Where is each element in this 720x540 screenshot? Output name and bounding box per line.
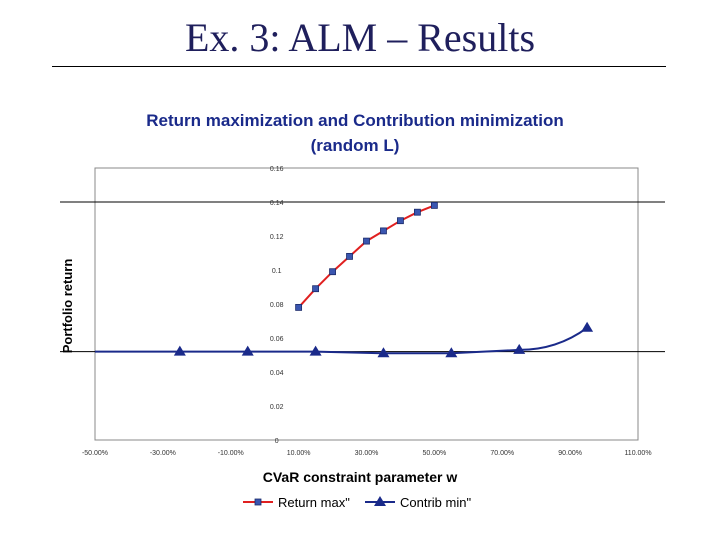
x-tick-label-6: 70.00% — [490, 450, 514, 457]
series-1 — [95, 321, 594, 358]
point-marker-0-3 — [346, 252, 353, 260]
y-tick-label-5: 0.1 — [272, 268, 282, 275]
x-tick-label-0: -50.00% — [82, 450, 108, 457]
x-tick-label-5: 50.00% — [423, 450, 447, 457]
point-marker-1-2 — [309, 345, 322, 356]
chart-title: Return maximization and Contribution min… — [146, 111, 563, 130]
chart-subtitle: (random L) — [311, 136, 400, 155]
title-divider — [52, 66, 666, 67]
x-axis-label: CVaR constraint parameter w — [263, 469, 458, 485]
y-tick-label-2: 0.04 — [270, 370, 284, 377]
x-tick-label-4: 30.00% — [355, 450, 379, 457]
legend-label-1: Contrib min" — [400, 495, 471, 510]
point-marker-1-5 — [513, 343, 526, 354]
point-marker-0-8 — [430, 201, 438, 209]
point-marker-0-1 — [312, 285, 319, 293]
y-tick-label-3: 0.06 — [270, 336, 284, 343]
y-tick-label-8: 0.16 — [270, 166, 284, 173]
x-tick-label-8: 110.00% — [624, 450, 651, 457]
x-tick-label-7: 90.00% — [558, 450, 582, 457]
y-tick-label-4: 0.08 — [270, 302, 284, 309]
series-line-1 — [95, 326, 588, 355]
legend-marker-1 — [374, 496, 386, 506]
y-tick-label-6: 0.12 — [270, 234, 284, 241]
y-tick-label-0: 0 — [275, 438, 279, 445]
y-tick-label-7: 0.14 — [270, 200, 284, 207]
point-marker-1-4 — [445, 347, 458, 358]
point-marker-1-0 — [173, 345, 186, 356]
point-marker-0-0 — [295, 303, 303, 311]
point-marker-1-3 — [377, 347, 390, 358]
legend-marker-0 — [254, 498, 262, 506]
point-marker-0-2 — [329, 268, 336, 276]
point-marker-0-6 — [397, 217, 404, 225]
point-marker-0-7 — [414, 208, 421, 216]
slide-title: Ex. 3: ALM – Results — [184, 15, 536, 60]
point-marker-0-5 — [380, 227, 387, 235]
x-tick-label-1: -30.00% — [150, 450, 176, 457]
y-tick-label-1: 0.02 — [270, 404, 284, 411]
legend: Return max" Contrib min" — [243, 495, 471, 510]
y-axis-label: Portfolio return — [60, 259, 75, 354]
legend-label-0: Return max" — [278, 495, 350, 510]
point-marker-1-6 — [581, 321, 594, 332]
plot-area — [94, 167, 639, 441]
point-marker-1-1 — [241, 345, 254, 356]
point-marker-0-4 — [363, 237, 370, 245]
x-tick-label-2: -10.00% — [218, 450, 244, 457]
x-tick-label-3: 10.00% — [287, 450, 311, 457]
series-0 — [295, 201, 438, 311]
